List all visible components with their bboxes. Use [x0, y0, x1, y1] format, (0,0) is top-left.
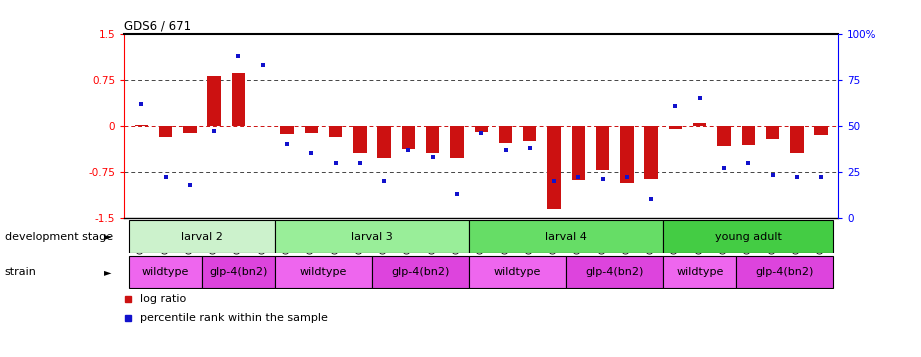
Text: ►: ► [104, 231, 111, 242]
Bar [736, 256, 834, 288]
Text: strain: strain [5, 267, 37, 277]
Text: larval 3: larval 3 [351, 231, 393, 242]
Bar [207, 76, 221, 126]
Bar [183, 126, 196, 133]
Text: wildtype: wildtype [494, 267, 542, 277]
Bar [305, 126, 318, 133]
Text: larval 4: larval 4 [545, 231, 587, 242]
Bar [129, 256, 202, 288]
Text: GDS6 / 671: GDS6 / 671 [124, 20, 192, 33]
Text: development stage: development stage [5, 231, 112, 242]
Text: glp-4(bn2): glp-4(bn2) [209, 267, 268, 277]
Bar [596, 126, 610, 170]
Text: wildtype: wildtype [676, 267, 723, 277]
Bar [426, 126, 439, 153]
Text: young adult: young adult [715, 231, 782, 242]
Bar [450, 126, 463, 158]
Bar [547, 126, 561, 208]
Bar [814, 126, 828, 135]
Bar [129, 220, 274, 253]
Bar [274, 256, 372, 288]
Text: glp-4(bn2): glp-4(bn2) [586, 267, 644, 277]
Bar [402, 126, 415, 149]
Bar [645, 126, 658, 179]
Bar [159, 126, 172, 137]
Bar [372, 256, 469, 288]
Bar [134, 125, 148, 126]
Bar [766, 126, 779, 139]
Bar [280, 126, 294, 134]
Text: ►: ► [104, 267, 111, 277]
Bar [378, 126, 391, 158]
Text: glp-4(bn2): glp-4(bn2) [391, 267, 449, 277]
Bar [566, 256, 663, 288]
Text: percentile rank within the sample: percentile rank within the sample [140, 313, 328, 323]
Text: wildtype: wildtype [142, 267, 190, 277]
Bar [469, 220, 663, 253]
Text: glp-4(bn2): glp-4(bn2) [755, 267, 814, 277]
Bar [274, 220, 469, 253]
Bar [232, 72, 245, 126]
Text: larval 2: larval 2 [181, 231, 223, 242]
Bar [523, 126, 536, 141]
Bar [663, 256, 736, 288]
Bar [353, 126, 367, 154]
Bar [663, 220, 834, 253]
Bar [469, 256, 566, 288]
Text: wildtype: wildtype [299, 267, 347, 277]
Bar [790, 126, 803, 154]
Bar [741, 126, 755, 145]
Text: log ratio: log ratio [140, 295, 186, 305]
Bar [202, 256, 274, 288]
Bar [717, 126, 730, 146]
Bar [669, 126, 682, 129]
Bar [499, 126, 512, 143]
Bar [329, 126, 343, 137]
Bar [693, 123, 706, 126]
Bar [572, 126, 585, 180]
Bar [620, 126, 634, 183]
Bar [474, 126, 488, 132]
